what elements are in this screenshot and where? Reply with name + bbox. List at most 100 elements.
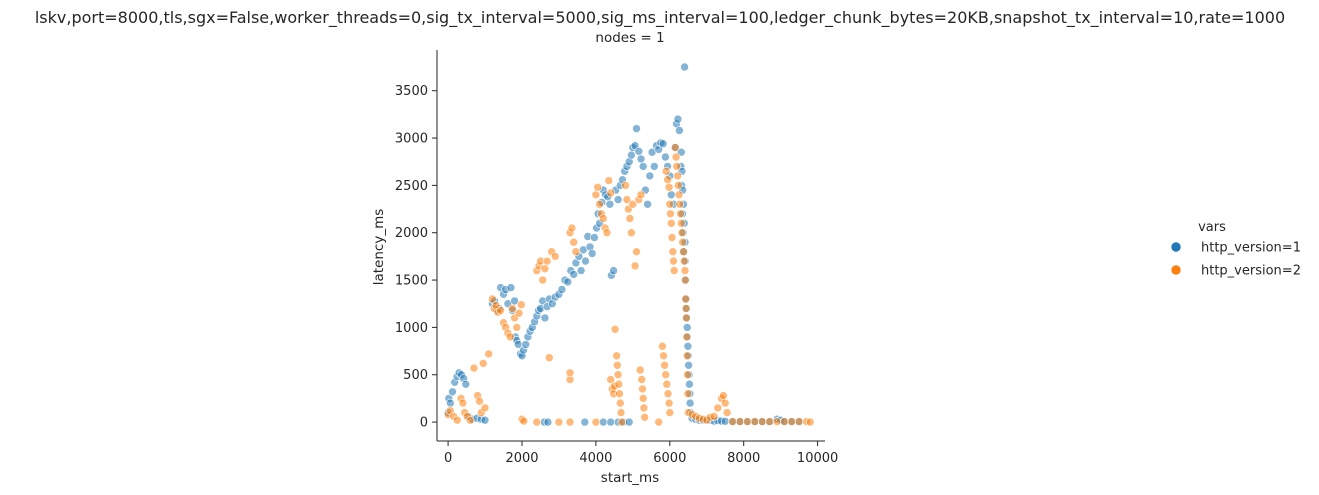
data-point (605, 200, 615, 209)
data-point (452, 415, 462, 425)
data-point (627, 150, 636, 160)
legend: vars http_version=1 http_version=2 (1170, 220, 1301, 279)
data-point (567, 223, 577, 233)
data-point (613, 195, 623, 204)
data-point (780, 417, 789, 426)
x-tick-label: 8000 (727, 451, 760, 466)
data-point (765, 417, 774, 426)
data-point (679, 256, 689, 266)
data-point (480, 403, 490, 413)
x-tick-label: 6000 (653, 451, 686, 466)
y-tick-label: 500 (403, 368, 428, 383)
data-point (565, 417, 575, 427)
data-point (666, 219, 676, 228)
data-point (602, 228, 612, 237)
data-point (660, 360, 669, 370)
data-point (661, 152, 670, 162)
data-point (615, 389, 624, 399)
data-point (478, 359, 488, 368)
y-axis-label: latency_ms (371, 209, 387, 286)
data-point (587, 249, 597, 258)
data-point (670, 143, 680, 152)
data-point (622, 195, 632, 204)
data-point (505, 332, 515, 342)
data-point (591, 190, 601, 200)
data-point (542, 256, 552, 266)
data-point (673, 114, 683, 124)
data-point (613, 370, 623, 380)
data-point (508, 304, 517, 313)
data-point (682, 323, 692, 332)
data-point (805, 417, 815, 427)
data-point (673, 171, 682, 181)
data-point (772, 417, 782, 426)
data-point (685, 379, 694, 389)
data-point (654, 417, 664, 427)
data-point (720, 398, 730, 408)
data-point (673, 181, 683, 190)
data-point (679, 247, 688, 256)
data-point (571, 247, 581, 256)
axes: 0 2000 4000 6000 8000 10000 0 500 1000 1500 2000 25… (395, 50, 838, 466)
data-point (639, 403, 649, 413)
data-point (722, 408, 732, 417)
data-point (621, 181, 630, 190)
data-point (685, 398, 695, 408)
data-point (658, 139, 668, 148)
data-point (606, 188, 616, 198)
data-point (480, 415, 490, 425)
data-point (606, 375, 616, 384)
data-point (683, 389, 693, 399)
data-point (519, 416, 529, 426)
data-point (680, 62, 689, 72)
data-point (638, 384, 647, 394)
data-point (667, 233, 677, 242)
data-point (634, 147, 644, 156)
data-point (666, 209, 675, 219)
data-point (617, 417, 627, 427)
points-layer (443, 62, 815, 427)
data-point (514, 308, 524, 318)
series-2 (443, 143, 815, 427)
y-tick-label: 2000 (395, 226, 428, 241)
facet-subtitle: nodes = 1 (595, 30, 664, 46)
data-point (598, 214, 608, 223)
data-point (669, 266, 679, 275)
data-point (627, 228, 636, 237)
data-point (645, 171, 655, 181)
data-point (709, 412, 719, 421)
data-point (683, 341, 693, 351)
data-point (512, 323, 522, 332)
data-point (663, 389, 673, 399)
data-point (676, 219, 686, 228)
data-point (674, 190, 684, 200)
data-point (664, 183, 674, 192)
data-point (672, 162, 682, 171)
data-point (649, 162, 659, 171)
data-point (610, 324, 620, 334)
legend-marker (1170, 241, 1182, 253)
data-point (624, 417, 634, 427)
data-point (719, 391, 728, 400)
data-point (675, 200, 685, 209)
x-axis-label: start_ms (601, 470, 659, 486)
data-point (569, 270, 579, 279)
data-point (616, 408, 626, 417)
data-point (735, 417, 745, 426)
data-point (516, 300, 526, 310)
data-point (563, 277, 573, 287)
data-point (750, 417, 760, 426)
y-tick-label: 2500 (395, 179, 428, 194)
data-point (675, 126, 684, 135)
data-point (658, 341, 667, 351)
data-point (448, 387, 457, 397)
data-point (664, 398, 674, 408)
legend-title: vars (1198, 220, 1226, 235)
data-point (671, 152, 681, 162)
x-tick-label: 4000 (579, 451, 612, 466)
data-point (576, 266, 586, 275)
data-point (590, 233, 599, 242)
data-point (630, 261, 640, 271)
y-tick-label: 1500 (395, 274, 428, 289)
